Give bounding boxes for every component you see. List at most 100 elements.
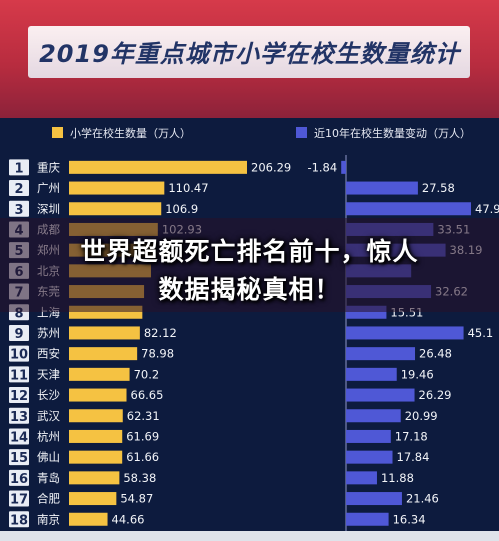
- rank-number: 13: [10, 410, 28, 425]
- rank-box: [9, 511, 29, 528]
- secondary-value-label: 45.1: [468, 326, 494, 340]
- rank-number: 10: [10, 348, 28, 363]
- primary-value-label: 61.69: [126, 429, 159, 443]
- chart-title: 2019年重点城市小学在校生数量统计: [39, 40, 460, 68]
- primary-value-label: 61.66: [126, 450, 159, 464]
- primary-value-label: 106.9: [165, 202, 198, 216]
- rank-box: [9, 366, 29, 383]
- secondary-bar: [341, 160, 346, 174]
- title-band: [28, 26, 470, 78]
- primary-value-label: 206.29: [251, 160, 291, 174]
- secondary-bar: [346, 181, 418, 195]
- secondary-value-label: 21.46: [406, 492, 439, 506]
- primary-value-label: 54.87: [120, 492, 153, 506]
- rank-number: 17: [10, 493, 28, 508]
- rank-number: 8: [14, 306, 23, 321]
- legend-swatch-secondary: [296, 127, 307, 138]
- rank-number: 9: [14, 327, 23, 342]
- legend-swatch-primary: [52, 127, 63, 138]
- city-label: 合肥: [37, 492, 60, 506]
- headline-line-2: 数据揭秘真相！: [158, 275, 341, 304]
- secondary-bar: [346, 512, 389, 526]
- primary-bar: [69, 367, 130, 381]
- rank-box: [9, 200, 29, 217]
- primary-bar: [69, 512, 108, 526]
- rank-number: 1: [14, 161, 23, 176]
- rank-box: [9, 490, 29, 507]
- city-label: 重庆: [37, 160, 60, 174]
- rank-box: [9, 159, 29, 176]
- city-label: 深圳: [37, 202, 60, 216]
- primary-bar: [69, 347, 138, 361]
- rank-number: 3: [14, 203, 23, 218]
- city-label: 南京: [37, 512, 60, 526]
- secondary-bar: [346, 409, 401, 423]
- secondary-value-label: 11.88: [381, 471, 414, 485]
- primary-value-label: 82.12: [144, 326, 177, 340]
- primary-value-label: 110.47: [168, 181, 208, 195]
- secondary-bar: [346, 492, 402, 506]
- rank-number: 15: [10, 451, 28, 466]
- primary-bar: [69, 202, 162, 216]
- city-label: 西安: [37, 347, 60, 361]
- city-label: 广州: [37, 181, 60, 195]
- secondary-value-label: 47.95: [475, 202, 499, 216]
- secondary-value-label: 16.34: [393, 512, 426, 526]
- secondary-bar: [346, 388, 415, 402]
- secondary-value-label: 27.58: [422, 181, 455, 195]
- primary-bar: [69, 326, 140, 340]
- legend-label-secondary: 近10年在校生数量变动（万人）: [314, 126, 471, 140]
- rank-box: [9, 449, 29, 466]
- secondary-bar: [346, 450, 393, 464]
- headline-overlay: [0, 218, 499, 312]
- city-label: 青岛: [37, 471, 60, 485]
- city-label: 杭州: [37, 429, 60, 443]
- secondary-value-label: -1.84: [307, 160, 337, 174]
- rank-box: [9, 180, 29, 197]
- secondary-bar: [346, 202, 471, 216]
- secondary-value-label: 17.18: [395, 429, 428, 443]
- city-label: 佛山: [37, 450, 60, 464]
- primary-bar: [69, 409, 123, 423]
- primary-value-label: 62.31: [127, 409, 160, 423]
- primary-bar: [69, 429, 123, 443]
- primary-bar: [69, 388, 127, 402]
- chart-header: [0, 0, 499, 118]
- secondary-value-label: 26.48: [419, 347, 452, 361]
- secondary-bar: [346, 429, 391, 443]
- primary-bar: [69, 450, 123, 464]
- primary-value-label: 58.38: [123, 471, 156, 485]
- rank-number: 14: [10, 430, 28, 445]
- secondary-value-label: 20.99: [405, 409, 438, 423]
- rank-box: [9, 428, 29, 445]
- rank-number: 16: [10, 472, 28, 487]
- rank-box: [9, 469, 29, 486]
- rank-number: 2: [14, 182, 23, 197]
- rank-box: [9, 324, 29, 341]
- city-label: 天津: [37, 367, 60, 381]
- primary-value-label: 66.65: [131, 388, 164, 402]
- secondary-bar: [346, 367, 397, 381]
- rank-number: 11: [10, 368, 28, 383]
- primary-bar: [69, 181, 165, 195]
- city-label: 武汉: [37, 409, 60, 423]
- secondary-bar: [346, 326, 464, 340]
- primary-bar: [69, 471, 120, 485]
- city-label: 长沙: [37, 388, 60, 402]
- rank-box: [9, 407, 29, 424]
- primary-value-label: 78.98: [141, 347, 174, 361]
- secondary-value-label: 17.84: [397, 450, 430, 464]
- bottom-strip: [0, 531, 499, 541]
- rank-box: [9, 345, 29, 362]
- primary-value-label: 70.2: [134, 367, 160, 381]
- secondary-value-label: 26.29: [419, 388, 452, 402]
- rank-number: 12: [10, 389, 28, 404]
- headline-line-1: 世界超额死亡排名前十，惊人: [80, 237, 419, 266]
- rank-number: 18: [10, 513, 28, 528]
- secondary-value-label: 19.46: [401, 367, 434, 381]
- primary-value-label: 44.66: [112, 512, 145, 526]
- primary-bar: [69, 160, 247, 174]
- rank-box: [9, 387, 29, 404]
- legend-label-primary: 小学在校生数量（万人）: [70, 126, 191, 140]
- city-label: 苏州: [37, 326, 60, 340]
